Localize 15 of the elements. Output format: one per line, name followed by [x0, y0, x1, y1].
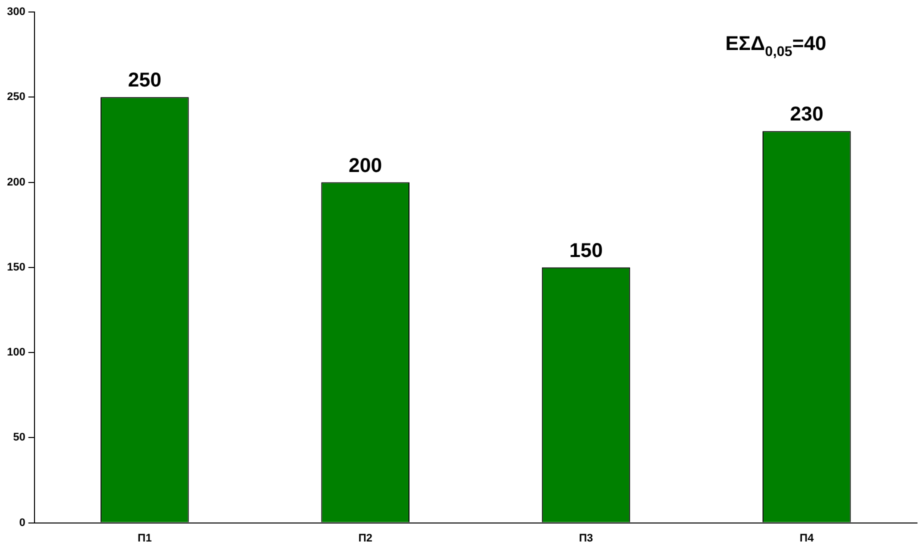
y-tick-label: 250: [6, 91, 26, 104]
data-label: 200: [348, 154, 382, 177]
x-tick-label: Π1: [138, 532, 152, 544]
data-label: 250: [128, 70, 162, 92]
y-tick-label: 50: [13, 432, 26, 444]
data-label: 150: [569, 240, 603, 262]
y-tick-label: 200: [6, 176, 26, 188]
y-tick-label: 0: [19, 516, 26, 529]
x-tick-label: Π2: [358, 532, 372, 544]
x-tick-label: Π3: [578, 532, 594, 544]
y-tick-label: 100: [6, 346, 26, 359]
y-tick-label: 300: [6, 6, 26, 18]
data-label: 230: [790, 104, 824, 126]
x-tick-label: Π4: [800, 532, 815, 544]
y-tick-label: 150: [6, 261, 26, 274]
